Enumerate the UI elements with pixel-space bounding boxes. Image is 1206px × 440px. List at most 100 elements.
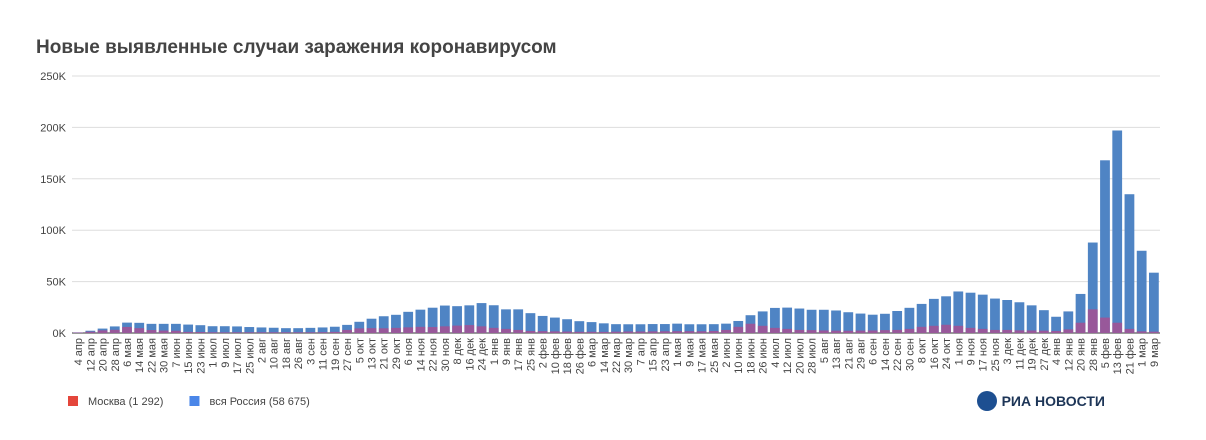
x-tick-label: 26 авг: [293, 338, 305, 369]
bar: [660, 331, 670, 333]
x-tick-label: 30 сен: [904, 338, 916, 371]
bar: [880, 313, 890, 333]
bar: [623, 331, 634, 333]
x-tick-label: 30 ноя: [440, 338, 452, 371]
bar: [660, 324, 670, 333]
bar: [317, 332, 328, 333]
x-tick-label: 18 июн: [745, 338, 757, 374]
bar: [1038, 310, 1049, 333]
bar: [207, 326, 218, 333]
bar: [537, 331, 548, 333]
bar: [549, 317, 560, 333]
bar: [73, 332, 84, 333]
x-tick-label: 6 ноя: [403, 338, 415, 365]
bar: [892, 329, 903, 333]
bar: [415, 326, 426, 333]
bar: [1075, 322, 1086, 333]
bar: [513, 309, 524, 333]
bar: [488, 327, 499, 333]
bar: [562, 319, 572, 333]
x-tick-label: 25 мая: [709, 338, 721, 373]
bar: [525, 313, 536, 333]
bar: [452, 325, 462, 333]
bar: [305, 327, 316, 333]
bar: [1136, 331, 1147, 333]
bar: [378, 316, 389, 333]
x-tick-label: 25 янв: [525, 338, 537, 371]
bar: [953, 325, 964, 333]
x-tick-label: 28 апр: [110, 338, 122, 371]
bar: [146, 323, 157, 333]
x-tick-label: 6 мая: [122, 338, 134, 367]
x-tick-label: 21 авг: [843, 338, 855, 369]
bar: [611, 331, 621, 333]
bar: [1100, 160, 1110, 333]
bar: [843, 330, 854, 333]
x-tick-label: 23 апр: [660, 338, 672, 371]
bar: [1002, 300, 1013, 333]
bar: [171, 330, 181, 333]
bar: [293, 328, 304, 333]
x-tick-label: 22 мар: [611, 338, 623, 373]
bar: [158, 323, 169, 333]
bar: [965, 327, 976, 333]
bar: [684, 324, 695, 333]
bar: [439, 326, 450, 333]
bar: [1112, 130, 1123, 333]
bar: [354, 321, 365, 333]
bar: [818, 309, 829, 333]
bar: [427, 307, 438, 333]
y-tick-label: 150K: [40, 174, 66, 186]
y-tick-label: 250K: [40, 71, 66, 83]
x-tick-label: 15 апр: [648, 338, 660, 371]
x-tick-label: 29 авг: [855, 338, 867, 369]
bar: [794, 329, 805, 333]
legend-swatch: [189, 396, 200, 406]
x-tick-label: 27 дек: [1039, 338, 1051, 371]
x-tick-label: 13 окт: [367, 338, 379, 369]
bar: [770, 327, 780, 333]
bar: [329, 326, 340, 333]
bar: [268, 327, 279, 333]
bar: [977, 294, 988, 333]
bar: [219, 326, 230, 333]
bar: [818, 330, 829, 333]
x-tick-label: 22 мая: [146, 338, 158, 373]
x-tick-label: 3 дек: [1002, 338, 1014, 365]
bar: [391, 314, 401, 333]
x-tick-label: 10 фев: [550, 338, 562, 374]
x-tick-label: 5 окт: [354, 338, 366, 363]
bar: [281, 328, 291, 333]
bar: [342, 329, 352, 333]
x-tick-label: 12 апр: [85, 338, 97, 371]
x-tick-label: 2 авг: [256, 338, 268, 363]
x-tick-label: 1 янв: [489, 338, 501, 365]
bar: [464, 305, 475, 333]
bar: [232, 332, 242, 333]
bar: [696, 324, 707, 333]
x-tick-label: 25 июл: [244, 338, 256, 374]
bar: [1087, 309, 1098, 333]
bar: [268, 332, 279, 333]
x-tick-label: 1 июл: [208, 338, 220, 368]
bar: [464, 325, 475, 333]
bar: [708, 330, 719, 333]
bar: [745, 323, 756, 333]
bar: [770, 307, 780, 333]
bar: [1087, 242, 1098, 333]
bar: [855, 313, 866, 333]
bar: [1063, 329, 1074, 333]
bar: [1124, 328, 1135, 333]
logo-icon: [977, 391, 997, 411]
x-tick-label: 11 сен: [318, 338, 330, 370]
bar: [183, 324, 194, 333]
x-tick-label: 21 окт: [379, 338, 391, 369]
x-tick-label: 9 мая: [684, 338, 696, 367]
x-tick-label: 7 июн: [171, 338, 183, 368]
bar: [109, 329, 120, 333]
bar: [1112, 322, 1123, 333]
x-tick-label: 25 ноя: [990, 338, 1002, 371]
bar: [916, 326, 927, 333]
bar: [928, 298, 939, 333]
x-tick-label: 4 июл: [770, 338, 782, 368]
